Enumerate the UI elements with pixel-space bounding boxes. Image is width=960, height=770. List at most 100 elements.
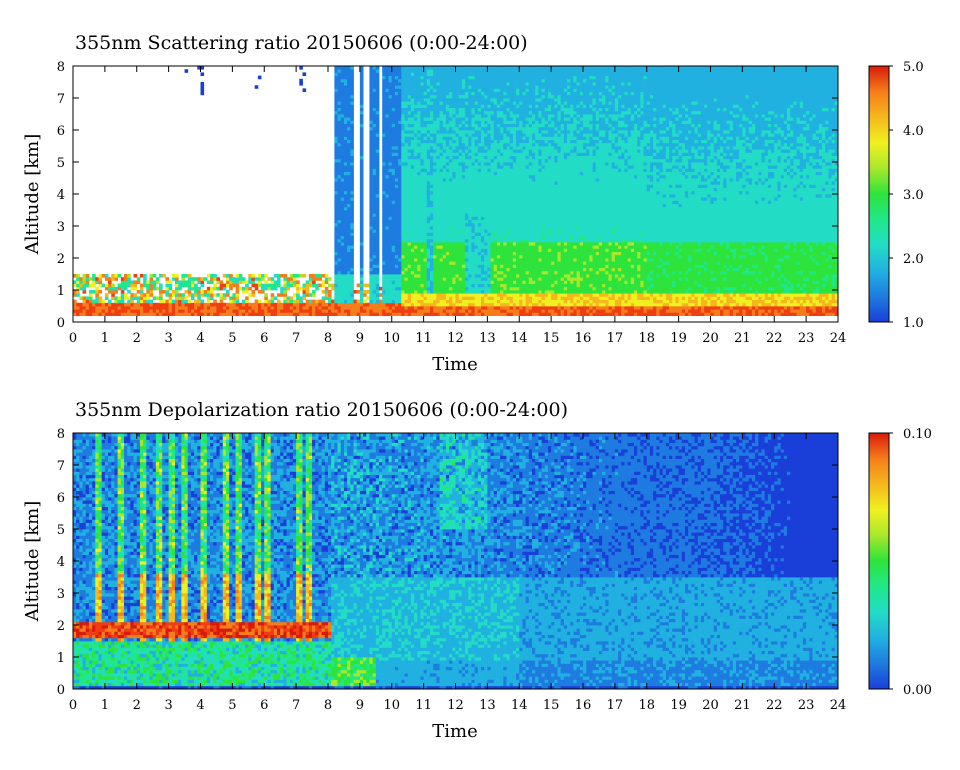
heatmap-cell: [410, 190, 415, 195]
heatmap-cell: [496, 110, 501, 115]
heatmap-cell: [382, 171, 386, 176]
heatmap-cell: [493, 139, 498, 144]
heatmap-cell: [423, 130, 428, 134]
heatmap-cell: [433, 142, 437, 147]
heatmap-cell: [382, 190, 386, 195]
heatmap-cell: [369, 155, 374, 160]
heatmap-cell: [455, 158, 460, 163]
heatmap-cell: [343, 238, 348, 243]
heatmap-cell: [334, 235, 338, 240]
heatmap-cell: [458, 85, 463, 89]
heatmap-cell: [496, 242, 501, 246]
heatmap-cell: [465, 248, 469, 252]
heatmap-cell: [404, 78, 409, 83]
heatmap-cell: [347, 155, 351, 160]
heatmap-cell: [477, 139, 482, 144]
heatmap-cell: [388, 82, 393, 86]
heatmap-cell: [398, 210, 402, 214]
heatmap-cell: [219, 286, 224, 291]
heatmap-cell: [477, 98, 482, 102]
heatmap-cell: [439, 91, 444, 96]
heatmap-cell: [436, 210, 440, 214]
heatmap-cell: [465, 146, 469, 150]
heatmap-cell: [426, 251, 431, 256]
heatmap-cell: [468, 242, 472, 246]
heatmap-cell: [391, 174, 396, 179]
heatmap-cell: [404, 142, 409, 147]
heatmap-cell: [139, 299, 144, 304]
heatmap-cell: [356, 283, 361, 288]
heatmap-cell: [487, 306, 491, 310]
heatmap-cell: [439, 270, 444, 275]
heatmap-cell: [474, 226, 479, 230]
heatmap-cell: [477, 178, 482, 182]
heatmap-cell: [347, 117, 351, 121]
heatmap-cell: [414, 306, 418, 310]
heatmap-cell: [455, 293, 460, 297]
heatmap-cell: [350, 245, 354, 249]
heatmap-cell: [155, 286, 160, 291]
heatmap-cell: [516, 110, 520, 115]
heatmap-cell: [503, 110, 507, 115]
heatmap-cell: [388, 130, 393, 134]
heatmap-cell: [477, 126, 482, 131]
heatmap-cell: [404, 158, 409, 163]
heatmap-cell: [197, 293, 201, 297]
heatmap-cell: [347, 82, 351, 86]
heatmap-cell: [375, 88, 380, 92]
heatmap-cell: [442, 229, 447, 233]
heatmap-cell: [101, 283, 106, 288]
heatmap-cell: [458, 203, 463, 208]
heatmap-cell: [375, 130, 380, 134]
heatmap-cell: [436, 94, 440, 99]
heatmap-cell: [506, 126, 511, 131]
heatmap-cell: [372, 149, 377, 153]
heatmap-cell: [187, 283, 192, 288]
heatmap-cell: [127, 290, 131, 294]
heatmap-cell: [442, 264, 447, 268]
heatmap-cell: [410, 296, 415, 300]
heatmap-cell: [452, 120, 456, 124]
heatmap-cell: [343, 254, 348, 259]
heatmap-cell: [375, 78, 380, 83]
heatmap-cell: [442, 98, 447, 102]
heatmap-cell: [461, 232, 466, 236]
heatmap-cell: [433, 254, 437, 259]
heatmap-cell: [430, 299, 434, 304]
heatmap-cell: [410, 213, 415, 217]
heatmap-cell: [503, 238, 507, 243]
heatmap-cell: [490, 120, 495, 124]
heatmap-cell: [465, 85, 469, 89]
heatmap-cell: [426, 222, 431, 227]
heatmap-cell: [484, 107, 488, 112]
heatmap-cell: [388, 213, 393, 217]
heatmap-cell: [500, 232, 504, 236]
heatmap-cell: [302, 286, 307, 291]
heatmap-cell: [474, 194, 479, 198]
heatmap-cell: [417, 78, 421, 83]
heatmap-cell: [426, 219, 431, 224]
heatmap-cell: [417, 242, 421, 246]
heatmap-cell: [337, 139, 342, 144]
heatmap-cell: [433, 232, 437, 236]
heatmap-cell: [445, 142, 450, 147]
heatmap-cell: [423, 85, 428, 89]
heatmap-cell: [98, 274, 103, 278]
heatmap-cell: [235, 274, 240, 278]
heatmap-cell: [426, 258, 431, 262]
heatmap-cell: [445, 222, 450, 227]
heatmap-cell: [385, 302, 389, 307]
heatmap-cell: [340, 258, 345, 262]
heatmap-cell: [343, 178, 348, 182]
heatmap-cell: [385, 75, 389, 80]
heatmap-cell: [359, 210, 364, 214]
heatmap-cell: [372, 187, 377, 192]
heatmap-cell: [496, 158, 501, 163]
heatmap-cell: [356, 299, 361, 304]
heatmap-cell: [369, 69, 374, 73]
heatmap-cell: [257, 299, 262, 304]
heatmap-cell: [168, 293, 173, 297]
heatmap-cell: [194, 306, 198, 310]
heatmap-cell: [471, 107, 476, 112]
heatmap-cell: [347, 226, 351, 230]
